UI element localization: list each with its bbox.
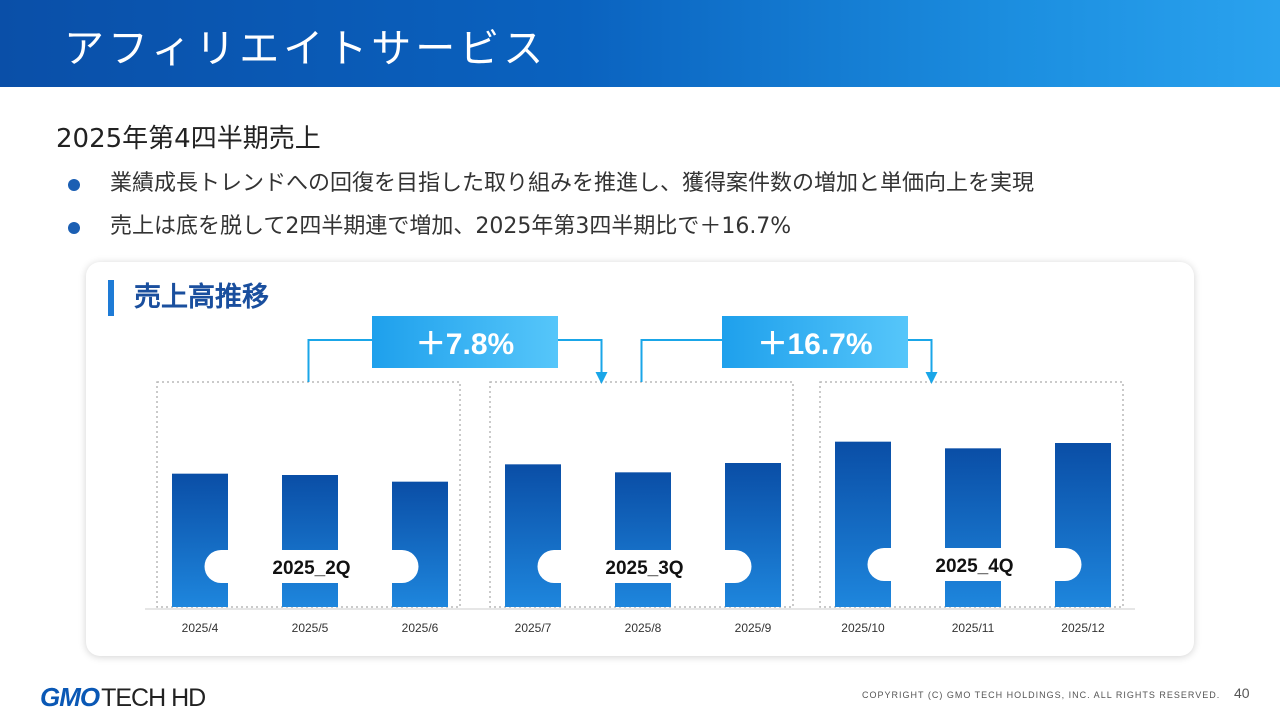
quarter-pill [537,550,752,583]
page-title: アフィリエイトサービス [64,26,548,72]
bar-2025-9 [725,463,781,607]
bar-2025-6 [392,481,448,607]
x-tick-label: 2025/6 [402,621,439,635]
chart-title: 売上高推移 [108,280,269,316]
quarter-pill-label: 2025_4Q [935,556,1013,577]
quarter-pill-label: 2025_2Q [272,558,350,579]
quarter-pill [204,550,419,583]
growth-connector-arrow [558,339,608,384]
bar-2025-8 [615,472,671,607]
bullet-list: 業績成長トレンドへの回復を目指した取り組みを推進し、獲得案件数の増加と単価向上を… [68,166,1268,252]
quarter-group-frame [819,381,1124,608]
growth-label: ＋16.7% [757,328,872,361]
bar-2025-4 [172,473,228,607]
x-tick-label: 2025/10 [841,621,885,635]
x-tick-label: 2025/11 [952,621,995,635]
growth-box [372,316,558,368]
bar-2025-7 [505,464,561,607]
x-tick-label: 2025/5 [292,621,329,635]
growth-connector-left [640,339,722,382]
copyright-text: COPYRIGHT (C) GMO TECH HOLDINGS, INC. AL… [862,690,1221,700]
bar-2025-10 [835,441,891,607]
company-logo: GMOTECH HD [40,682,206,713]
bar-2025-12 [1055,443,1111,607]
logo-tech-text: TECH HD [101,684,206,712]
header-bar: アフィリエイトサービス [0,0,1280,87]
growth-connector-left [307,339,372,382]
x-tick-label: 2025/8 [625,621,662,635]
growth-box [722,316,908,368]
quarter-pill-label: 2025_3Q [605,558,683,579]
quarter-pill [867,548,1082,581]
x-tick-label: 2025/4 [182,621,219,635]
growth-label: ＋7.8% [416,328,514,361]
bullet-item: 売上は底を脱して2四半期連で増加、2025年第3四半期比で＋16.7% [68,209,1268,252]
logo-gmo-text: GMO [40,682,100,712]
bar-2025-5 [282,475,338,607]
x-tick-label: 2025/9 [735,621,772,635]
growth-connector-arrow [908,339,938,384]
bar-2025-11 [945,448,1001,607]
x-tick-label: 2025/7 [515,621,552,635]
section-subheading: 2025年第4四半期売上 [56,124,321,154]
page-number: 40 [1234,685,1250,701]
x-tick-label: 2025/12 [1061,621,1105,635]
bullet-item: 業績成長トレンドへの回復を目指した取り組みを推進し、獲得案件数の増加と単価向上を… [68,166,1268,209]
